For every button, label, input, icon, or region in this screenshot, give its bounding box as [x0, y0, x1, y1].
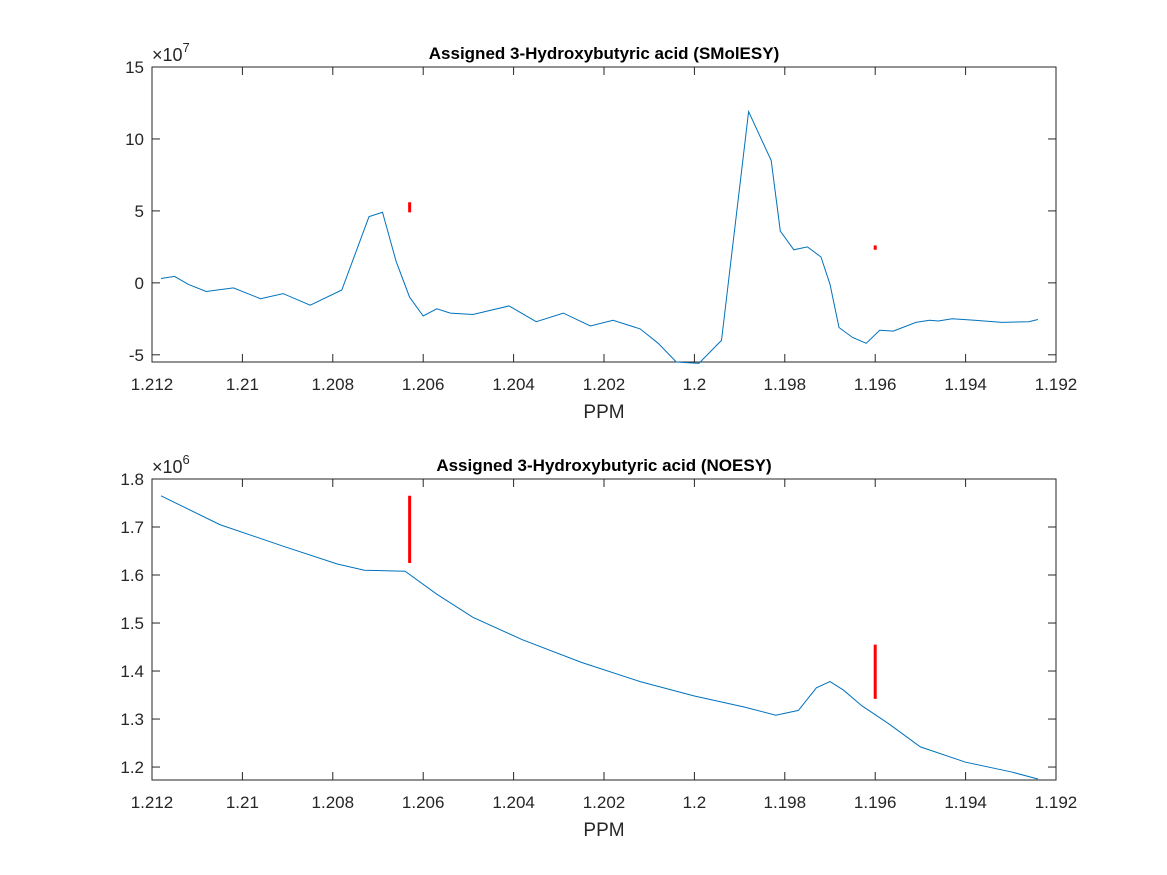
- chart-1-ytick-label: 1.8: [120, 470, 144, 489]
- chart-1-ytick-label: 1.7: [120, 518, 144, 537]
- chart-1-xtick-label: 1.192: [1035, 793, 1078, 812]
- chart-0-xtick-label: 1.204: [492, 375, 535, 394]
- chart-0-axes-box: [151, 66, 1057, 363]
- chart-0-xtick-label: 1.194: [944, 375, 987, 394]
- chart-0-xtick-label: 1.196: [854, 375, 897, 394]
- chart-1-y-exponent-base: ×10: [152, 457, 183, 477]
- chart-0-xtick-label: 1.2: [683, 375, 707, 394]
- chart-1-xtick-label: 1.212: [131, 793, 174, 812]
- chart-0-xtick-label: 1.192: [1035, 375, 1078, 394]
- chart-1-xtick-label: 1.202: [583, 793, 626, 812]
- chart-0-ytick-label: 0: [135, 274, 144, 293]
- chart-1-ytick-label: 1.3: [120, 710, 144, 729]
- chart-1-xtick-label: 1.2: [683, 793, 707, 812]
- chart-0-xtick-label: 1.208: [312, 375, 355, 394]
- chart-0-y-exponent-power: 7: [183, 40, 190, 55]
- chart-0-ytick-label: 10: [125, 130, 144, 149]
- chart-1-ytick-label: 1.4: [120, 662, 144, 681]
- chart-1-xtick-label: 1.198: [764, 793, 807, 812]
- chart-0-y-exponent-base: ×10: [152, 45, 183, 65]
- chart-1-ytick-label: 1.5: [120, 614, 144, 633]
- chart-1-xlabel: PPM: [583, 820, 624, 841]
- plot-noesy: 1.212 1.21 1.208 1.206 1.204 1.202 1.2 1.198 1.1…: [120, 452, 1077, 841]
- plot-smolesy: 1.212 1.21 1.208 1.206 1.204 1.202 1.2 1.198 1.1…: [125, 40, 1077, 423]
- chart-0-ytick-label: 15: [125, 58, 144, 77]
- chart-0-xtick-label: 1.212: [131, 375, 174, 394]
- chart-1-xtick-label: 1.194: [944, 793, 987, 812]
- chart-1-y-exponent-power: 6: [183, 452, 190, 467]
- chart-0-xlabel: PPM: [583, 402, 624, 423]
- chart-0-ytick-label: 5: [135, 202, 144, 221]
- chart-1-xtick-label: 1.208: [312, 793, 355, 812]
- chart-0-title: Assigned 3-Hydroxybutyric acid (SMolESY): [429, 44, 779, 63]
- chart-1-series-line: [160, 495, 1039, 780]
- chart-1-axes-box: [151, 478, 1057, 781]
- chart-0-xtick-label: 1.21: [226, 375, 259, 394]
- chart-0-xtick-label: 1.202: [583, 375, 626, 394]
- chart-0-series-line: [160, 109, 1039, 364]
- chart-1-xtick-label: 1.196: [854, 793, 897, 812]
- chart-1-ytick-label: 1.6: [120, 566, 144, 585]
- chart-1-y-exponent: ×106: [152, 452, 190, 477]
- chart-1-xtick-label: 1.21: [226, 793, 259, 812]
- chart-0-y-exponent: ×107: [152, 40, 190, 65]
- chart-1-xtick-label: 1.204: [492, 793, 535, 812]
- chart-0-xtick-label: 1.198: [764, 375, 807, 394]
- chart-1-xtick-label: 1.206: [402, 793, 445, 812]
- chart-0-ytick-label: -5: [129, 346, 144, 365]
- chart-1-ytick-label: 1.2: [120, 758, 144, 777]
- chart-1-title: Assigned 3-Hydroxybutyric acid (NOESY): [436, 456, 771, 475]
- chart-0-xtick-label: 1.206: [402, 375, 445, 394]
